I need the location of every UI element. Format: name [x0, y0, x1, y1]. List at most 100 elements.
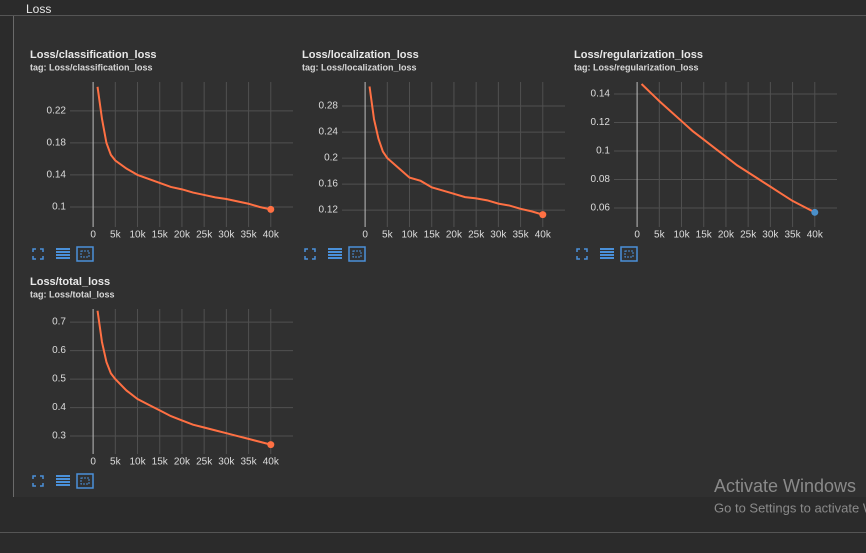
icon: [624, 250, 634, 258]
watermark-subtitle: Go to Settings to activate Windows.: [714, 500, 866, 515]
legend-button[interactable]: [328, 248, 342, 259]
loss-line: [96, 310, 272, 446]
fit-button[interactable]: [348, 246, 366, 262]
x-tick-label: 40k: [535, 230, 552, 241]
x-tick-label: 30k: [218, 230, 235, 241]
x-tick-label: 35k: [241, 457, 258, 468]
chart-subtitle: tag: Loss/localization_loss: [302, 62, 417, 72]
loss-line: [368, 86, 544, 216]
icon: [32, 475, 44, 487]
x-tick-label: 10k: [673, 230, 690, 241]
icon: [76, 473, 94, 489]
x-tick-label: 30k: [762, 230, 779, 241]
x-tick-label: 10k: [401, 230, 418, 241]
loss-line: [96, 86, 272, 211]
y-tick-label: 0.28: [319, 101, 339, 112]
x-tick-label: 5k: [382, 230, 394, 241]
y-tick-label: 0.08: [591, 174, 611, 185]
icon: [32, 248, 44, 260]
chart-title: Loss/regularization_loss: [574, 49, 703, 61]
x-tick-label: 20k: [446, 230, 463, 241]
x-tick-label: 0: [90, 230, 96, 241]
y-tick-label: 0.2: [324, 153, 338, 164]
x-tick-label: 25k: [740, 230, 757, 241]
fullscreen-button[interactable]: [304, 248, 316, 260]
x-tick-label: 25k: [196, 230, 213, 241]
x-tick-label: 5k: [110, 230, 122, 241]
legend-button[interactable]: [600, 248, 614, 259]
y-tick-label: 0.5: [52, 374, 66, 385]
y-tick-label: 0.3: [52, 431, 66, 442]
y-tick-label: 0.24: [319, 127, 339, 138]
icon: [76, 246, 94, 262]
x-tick-label: 5k: [654, 230, 666, 241]
x-tick-label: 10k: [129, 457, 146, 468]
fullscreen-button[interactable]: [576, 248, 588, 260]
x-tick-label: 30k: [218, 457, 235, 468]
x-tick-label: 25k: [468, 230, 485, 241]
end-point: [267, 441, 275, 449]
y-tick-label: 0.06: [591, 203, 611, 214]
x-tick-label: 35k: [785, 230, 802, 241]
x-tick-label: 15k: [696, 230, 713, 241]
x-tick-label: 0: [634, 230, 640, 241]
chart-subtitle: tag: Loss/classification_loss: [30, 62, 153, 72]
end-point: [539, 211, 547, 219]
icon: [352, 250, 362, 258]
x-tick-label: 15k: [424, 230, 441, 241]
x-tick-label: 40k: [807, 230, 824, 241]
x-tick-label: 5k: [110, 457, 122, 468]
x-tick-label: 0: [362, 230, 368, 241]
section-header: Loss: [26, 2, 51, 16]
x-tick-label: 40k: [263, 457, 280, 468]
fullscreen-button[interactable]: [32, 475, 44, 487]
y-tick-label: 0.16: [319, 179, 339, 190]
loss-line: [640, 83, 816, 214]
y-tick-label: 0.4: [52, 402, 66, 413]
chart-subtitle: tag: Loss/regularization_loss: [574, 62, 699, 72]
x-tick-label: 0: [90, 457, 96, 468]
y-tick-label: 0.18: [47, 138, 67, 149]
x-tick-label: 35k: [241, 230, 258, 241]
icon: [620, 246, 638, 262]
y-tick-label: 0.6: [52, 345, 66, 356]
legend-button[interactable]: [56, 248, 70, 259]
legend-button[interactable]: [56, 475, 70, 486]
y-tick-label: 0.14: [47, 170, 67, 181]
x-tick-label: 15k: [152, 457, 169, 468]
y-tick-label: 0.1: [596, 146, 610, 157]
fullscreen-button[interactable]: [32, 248, 44, 260]
fit-button[interactable]: [76, 473, 94, 489]
fit-button[interactable]: [76, 246, 94, 262]
y-tick-label: 0.22: [47, 105, 67, 116]
y-tick-label: 0.12: [591, 117, 611, 128]
chart-title: Loss/total_loss: [30, 276, 110, 288]
x-tick-label: 15k: [152, 230, 169, 241]
end-point: [811, 208, 819, 216]
panel: [13, 15, 866, 497]
x-tick-label: 40k: [263, 230, 280, 241]
x-tick-label: 25k: [196, 457, 213, 468]
icon: [348, 246, 366, 262]
icon: [576, 248, 588, 260]
icon: [80, 250, 90, 258]
y-tick-label: 0.7: [52, 317, 66, 328]
x-tick-label: 30k: [490, 230, 507, 241]
x-tick-label: 10k: [129, 230, 146, 241]
y-tick-label: 0.1: [52, 202, 66, 213]
chart-title: Loss/classification_loss: [30, 49, 157, 61]
x-tick-label: 20k: [174, 457, 191, 468]
fit-button[interactable]: [620, 246, 638, 262]
end-point: [267, 205, 275, 213]
y-tick-label: 0.12: [319, 205, 339, 216]
y-tick-label: 0.14: [591, 89, 611, 100]
icon: [80, 477, 90, 485]
x-tick-label: 20k: [718, 230, 735, 241]
x-tick-label: 20k: [174, 230, 191, 241]
icon: [304, 248, 316, 260]
x-tick-label: 35k: [513, 230, 530, 241]
chart-subtitle: tag: Loss/total_loss: [30, 289, 115, 299]
watermark-title: Activate Windows: [714, 476, 856, 496]
chart-title: Loss/localization_loss: [302, 49, 419, 61]
